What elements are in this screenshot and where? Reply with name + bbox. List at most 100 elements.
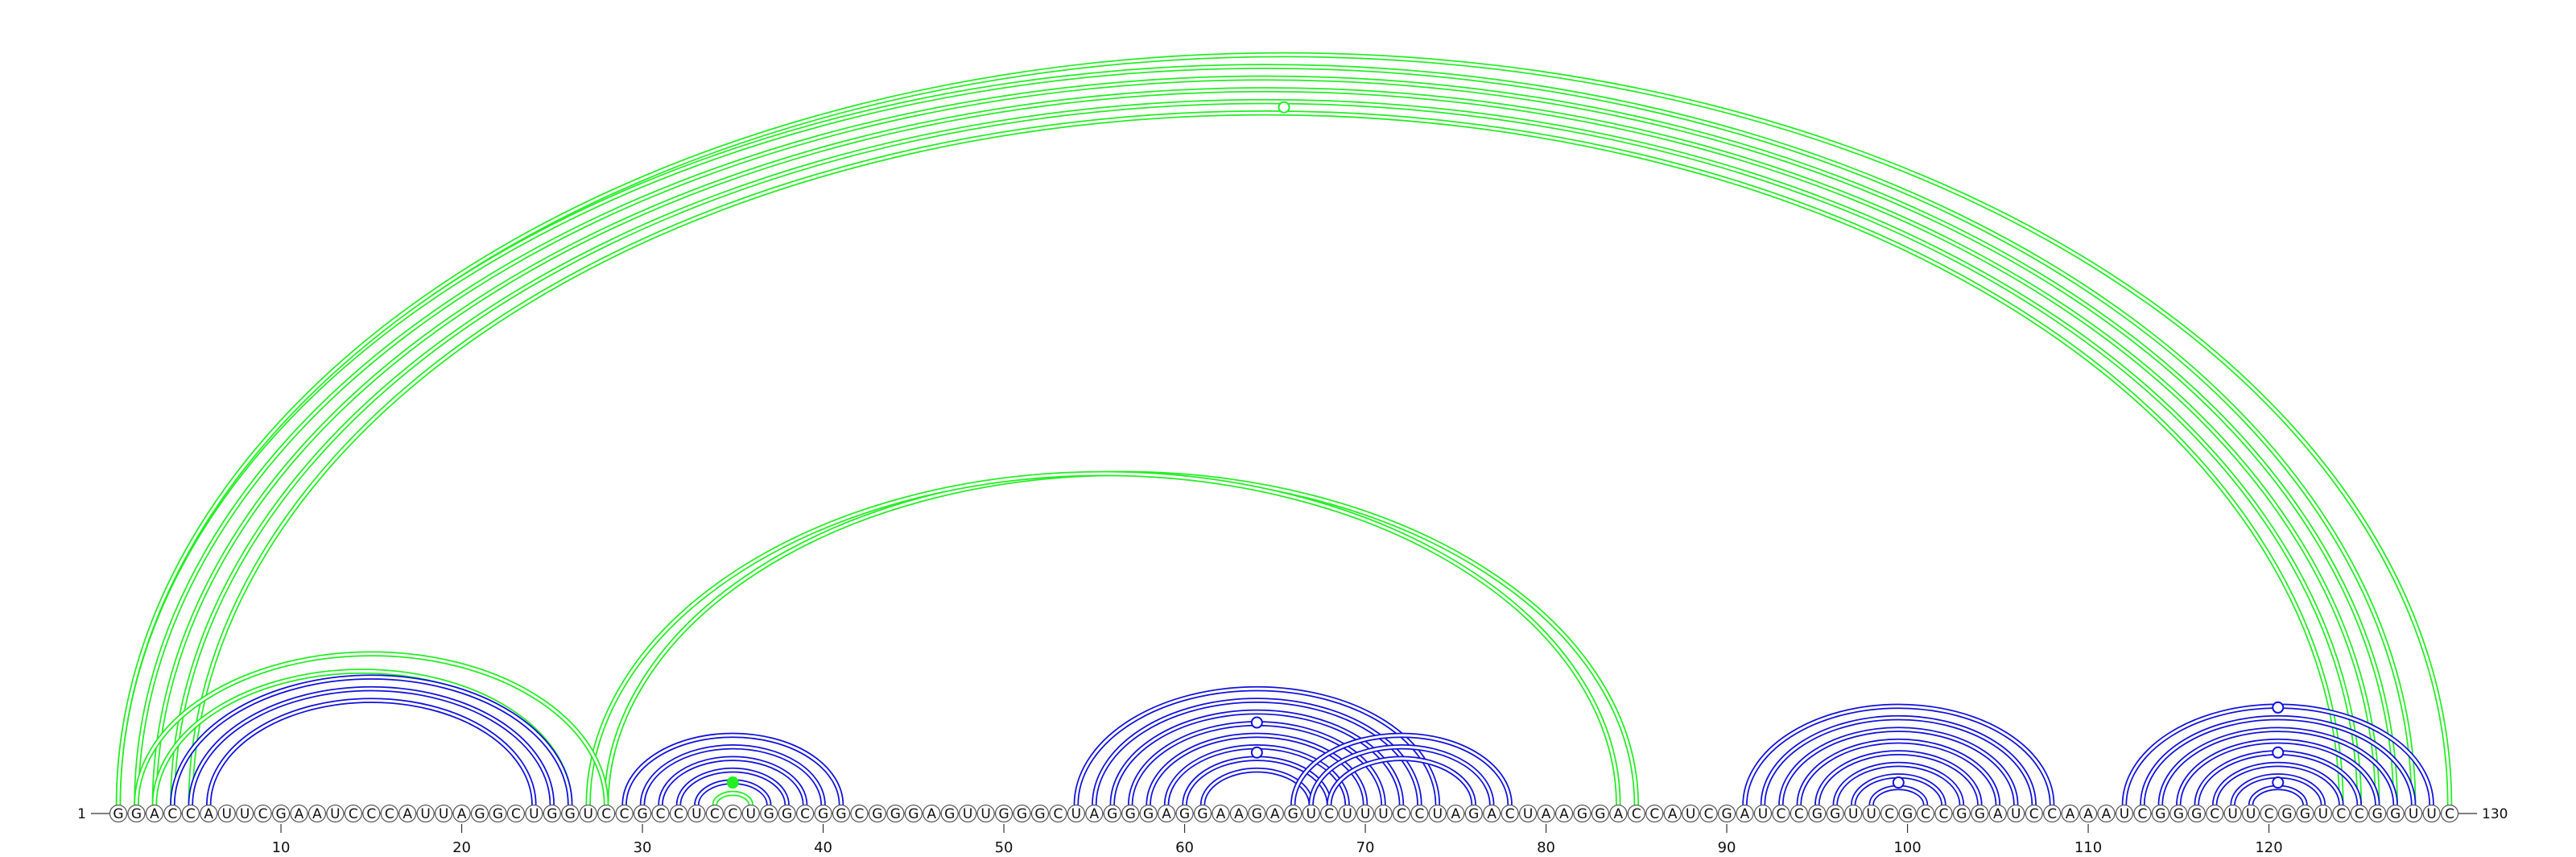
base-letter: C	[1397, 806, 1406, 822]
base-letter: U	[439, 806, 448, 822]
base: C	[2206, 804, 2224, 823]
arc-marker	[1250, 746, 1263, 759]
arc-pair	[170, 674, 573, 805]
base-circle	[1645, 804, 1664, 823]
base-circle	[1320, 804, 1339, 823]
base-letter: U	[1306, 806, 1315, 822]
base-circle	[1808, 804, 1827, 823]
arc-pair-inner	[1291, 734, 1512, 805]
base-letter: A	[204, 806, 213, 822]
base-circle	[254, 804, 272, 823]
base-letter: G	[890, 806, 901, 822]
arc-pair-inner	[659, 757, 807, 805]
base-circle	[2206, 804, 2224, 823]
base: C	[669, 804, 688, 823]
base: U	[217, 804, 236, 823]
arc-pair-inner	[2140, 716, 2415, 805]
base: C	[1934, 804, 1953, 823]
base: U	[2242, 804, 2260, 823]
tick-label: 40	[814, 839, 832, 856]
base: U	[959, 804, 977, 823]
base: A	[145, 804, 163, 823]
arc-marker	[1278, 101, 1290, 114]
base: U	[1518, 804, 1538, 823]
base: G	[1103, 804, 1121, 823]
base: A	[923, 804, 941, 823]
base-letter: A	[1270, 806, 1280, 822]
base-circle	[832, 804, 851, 823]
base-circle	[1049, 804, 1067, 823]
base-circle	[850, 804, 869, 823]
base: C	[2350, 804, 2368, 823]
base-circle	[109, 804, 128, 823]
base-letter: G	[1595, 806, 1605, 822]
base-letter: A	[402, 806, 412, 822]
base-letter: G	[1034, 806, 1045, 822]
base-letter: G	[275, 806, 286, 822]
base-letter: U	[1866, 806, 1876, 822]
base-circle	[615, 804, 634, 823]
arc-pair	[712, 790, 753, 805]
base-letter: G	[2191, 806, 2202, 822]
tick-label: 20	[452, 839, 471, 856]
base: A	[1988, 804, 2007, 823]
base-circle	[1410, 804, 1429, 823]
base: C	[1320, 804, 1339, 823]
base-letter: G	[565, 806, 576, 822]
base: G	[868, 804, 887, 823]
base-circle	[398, 804, 417, 823]
base-circle	[1826, 804, 1844, 823]
base: U	[525, 804, 543, 823]
arc-pair-inner	[623, 734, 843, 805]
base-letter: C	[656, 806, 666, 822]
base: U	[1862, 804, 1880, 823]
base-circle	[2242, 804, 2260, 823]
base-letter: G	[836, 806, 846, 822]
arc-pair-inner	[171, 676, 572, 805]
base-circle	[308, 804, 327, 823]
base-letter: G	[493, 806, 503, 822]
base-circle	[2007, 804, 2025, 823]
base-letter: C	[1939, 806, 1949, 822]
tick-label: 50	[995, 839, 1013, 856]
base: U	[2115, 804, 2134, 823]
base: C	[1790, 804, 1808, 823]
arc-pair-inner	[171, 100, 2361, 805]
base-letter: G	[2155, 806, 2165, 822]
base-circle	[1844, 804, 1863, 823]
base-letter: G	[1017, 806, 1027, 822]
tick-label: 30	[634, 839, 652, 856]
base: G	[2169, 804, 2188, 823]
arc-pair	[1742, 703, 2055, 805]
base-circle	[687, 804, 706, 823]
base-letter: C	[511, 806, 521, 822]
base-circle	[1682, 804, 1700, 823]
tick-label: 80	[1537, 839, 1555, 856]
base: U	[2223, 804, 2242, 823]
arc-pair-inner	[134, 652, 608, 805]
base-letter: C	[186, 806, 196, 822]
base-circle	[181, 804, 200, 823]
base-circle	[1212, 804, 1230, 823]
base-letter: U	[1342, 806, 1352, 822]
tick-label: 70	[1356, 839, 1375, 856]
base: A	[398, 804, 417, 823]
base-letter: G	[1577, 806, 1587, 822]
base: A	[1212, 804, 1230, 823]
base-circle	[1356, 804, 1375, 823]
base: C	[1772, 804, 1790, 823]
base-circle	[1483, 804, 1501, 823]
base: A	[1085, 804, 1104, 823]
base: U	[2422, 804, 2441, 823]
axis: 1 130 10 20 30 40 50 60 70 80 90 100 110 120	[77, 806, 2508, 856]
base-letter: C	[1324, 806, 1334, 822]
arc-marker	[726, 776, 739, 789]
base: G	[489, 804, 507, 823]
base-letter: G	[1812, 806, 1823, 822]
base-circle	[489, 804, 507, 823]
base-circle	[1554, 804, 1574, 823]
base-circle	[362, 804, 381, 823]
base-letter: A	[295, 806, 304, 822]
base: C	[254, 804, 272, 823]
